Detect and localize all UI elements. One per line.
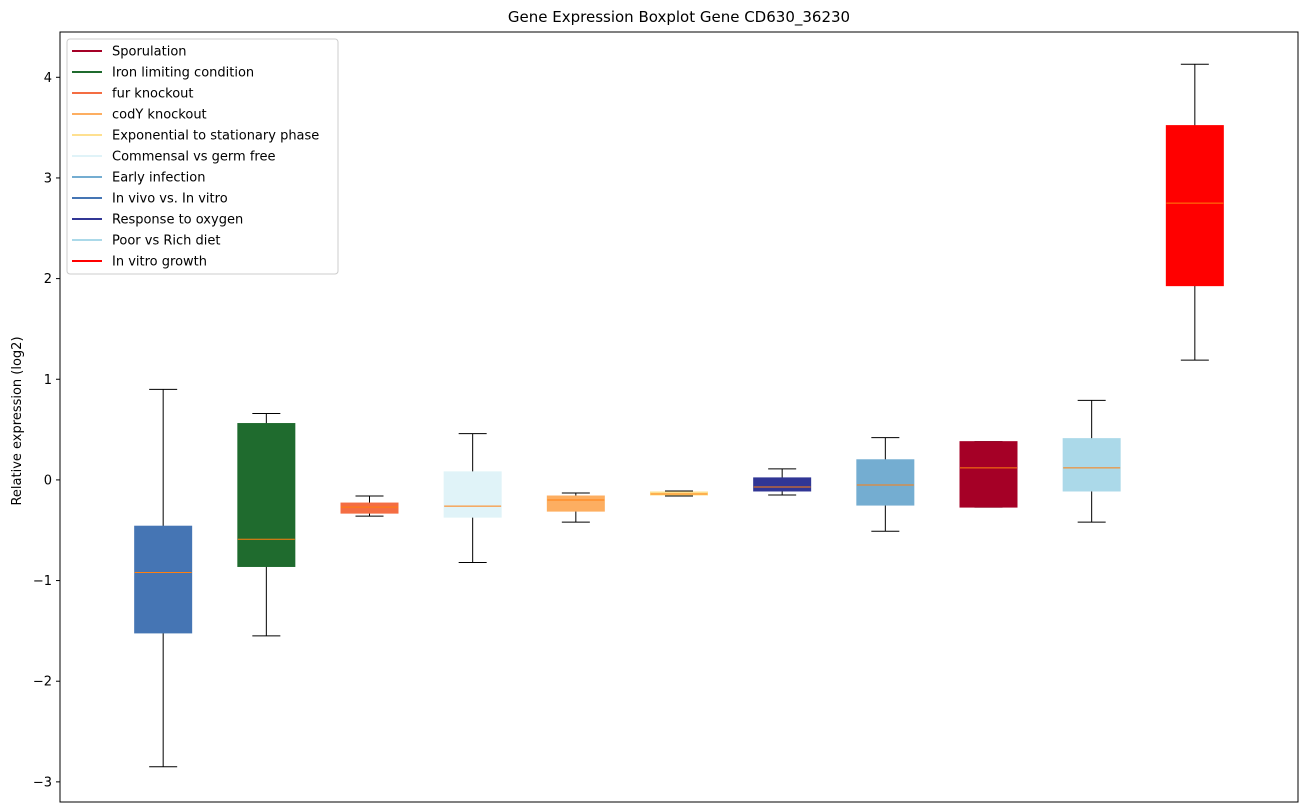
legend-label: Response to oxygen [112,213,243,228]
box-body [546,495,605,512]
legend-entry: Poor vs Rich diet [72,234,220,249]
y-tick-label: −2 [33,675,52,690]
legend-label: In vitro growth [112,255,207,270]
y-tick-label: −3 [33,775,52,790]
y-axis-label: Relative expression (log2) [10,336,25,505]
box-body [443,471,502,518]
y-axis: −3 −2 −1 0 1 2 3 4 [33,71,60,790]
box-9 [959,441,1018,508]
box-body [959,441,1018,508]
box-3 [340,495,399,517]
legend-entry: Commensal vs germ free [72,150,275,165]
y-tick-label: 3 [44,171,52,186]
y-tick-label: 0 [44,473,52,488]
box-4 [443,433,502,563]
legend-entry: Early infection [72,171,205,186]
legend-entry: Response to oxygen [72,213,243,228]
box-6 [650,490,708,497]
legend-label: Early infection [112,171,205,186]
box-body [237,423,296,567]
box-11 [1165,63,1224,361]
y-tick-label: 1 [44,373,52,388]
box-body [1062,438,1121,492]
legend-entry: fur knockout [72,87,194,102]
box-5 [546,492,605,523]
plot-area-frame [59,31,1299,803]
legend: Sporulation Iron limiting condition fur kn… [66,38,339,275]
box-body [340,502,399,514]
chart-title: Gene Expression Boxplot Gene CD630_36230 [508,8,850,27]
legend-label: Iron limiting condition [112,66,254,81]
box-body [1165,125,1224,287]
legend-label: Sporulation [112,45,187,60]
y-tick-label: 2 [44,272,52,287]
legend-label: In vivo vs. In vitro [112,192,228,207]
legend-entry: Sporulation [72,45,187,60]
box-2 [237,412,296,637]
box-body [134,525,193,634]
box-8 [856,437,915,532]
legend-label: Commensal vs germ free [112,150,275,165]
box-body [753,477,812,492]
legend-frame [66,38,339,275]
y-tick-label: 4 [44,71,52,86]
legend-entry: codY knockout [72,108,207,123]
box-body [856,459,915,506]
box-body [650,491,708,496]
legend-entry: In vitro growth [72,255,207,270]
legend-label: codY knockout [112,108,207,123]
legend-entry: In vivo vs. In vitro [72,192,228,207]
legend-label: Poor vs Rich diet [112,234,220,249]
box-10 [1062,399,1121,523]
legend-entry: Iron limiting condition [72,66,254,81]
box-1 [134,388,193,768]
boxes-layer [134,63,1224,768]
legend-label: Exponential to stationary phase [112,129,319,144]
box-7 [753,468,812,496]
legend-entry: Exponential to stationary phase [72,129,319,144]
y-tick-label: −1 [33,574,52,589]
legend-label: fur knockout [112,87,194,102]
